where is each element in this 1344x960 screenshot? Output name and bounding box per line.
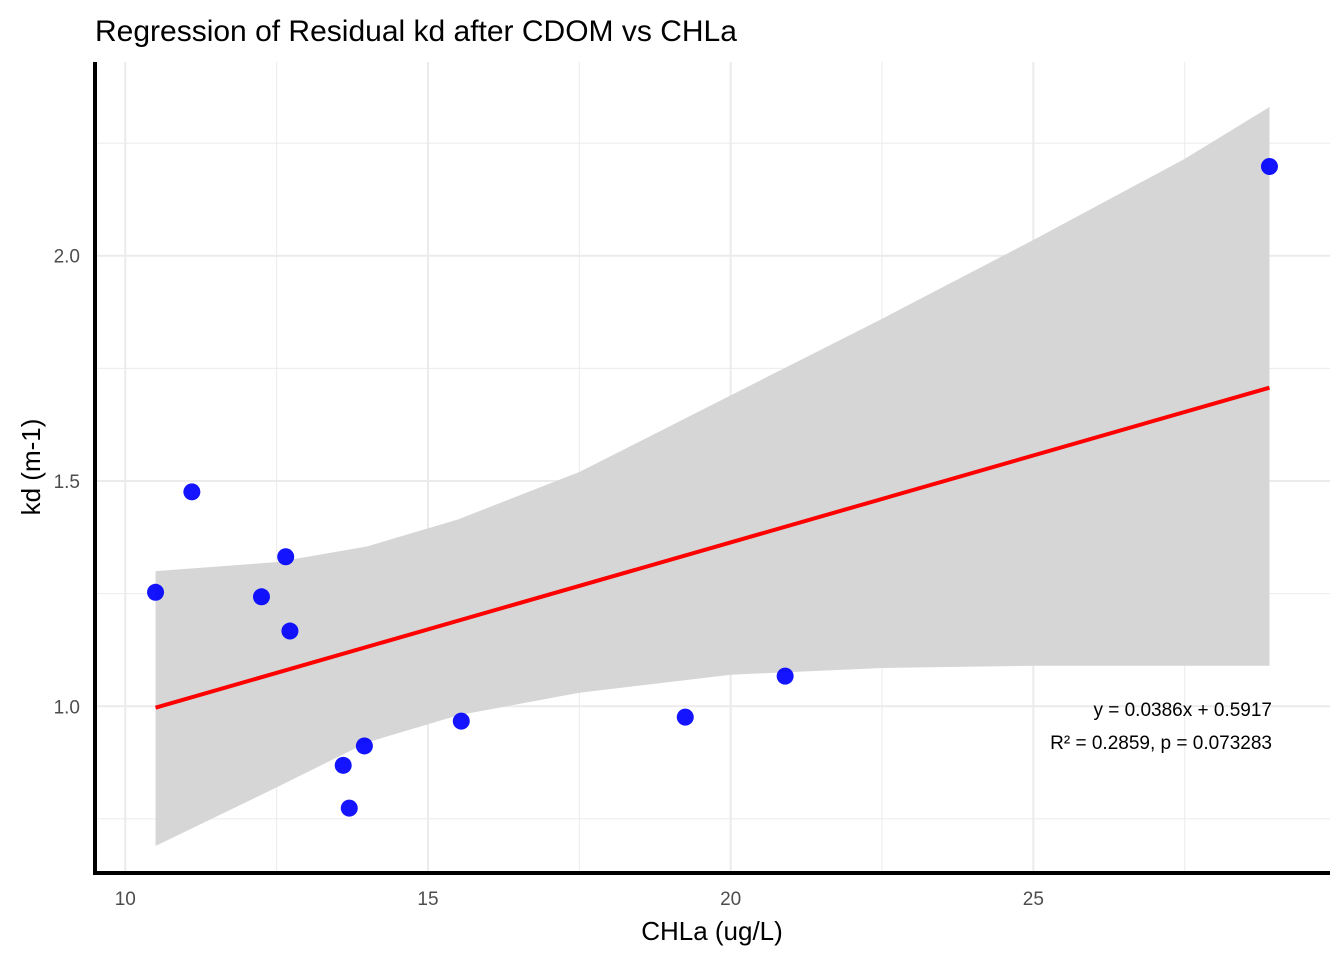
x-tick-label-3: 25 (1023, 889, 1044, 910)
x-tick-label-1: 15 (417, 889, 438, 910)
data-point-7 (355, 737, 373, 755)
r-squared-p-value-label: R² = 0.2859, p = 0.073283 (1050, 733, 1272, 754)
data-point-5 (334, 756, 352, 774)
data-point-10 (776, 667, 794, 685)
data-point-3 (277, 548, 295, 566)
data-point-6 (340, 799, 358, 817)
data-point-0 (147, 583, 165, 601)
confidence-band (155, 107, 1270, 846)
regression-fit-line (154, 385, 1271, 710)
x-tick-label-2: 20 (720, 889, 741, 910)
chart-title: Regression of Residual kd after CDOM vs … (95, 15, 737, 48)
data-point-2 (252, 588, 270, 606)
x-axis-title: CHLa (ug/L) (641, 916, 783, 946)
x-tick-labels: 10 15 20 25 (115, 889, 1044, 910)
data-point-9 (676, 708, 694, 726)
confidence-band-layer (155, 107, 1270, 846)
y-tick-labels: 1.0 1.5 2.0 (54, 247, 80, 719)
data-point-11 (1260, 158, 1278, 176)
data-points-layer (147, 158, 1278, 817)
data-point-1 (183, 483, 201, 501)
y-axis-title: kd (m-1) (16, 419, 46, 516)
regression-equation-label: y = 0.0386x + 0.5917 (1093, 700, 1272, 721)
data-point-8 (452, 712, 470, 730)
data-point-4 (281, 622, 299, 640)
y-tick-label-2: 2.0 (54, 247, 80, 268)
y-tick-label-0: 1.0 (54, 697, 80, 718)
fit-line-layer (154, 385, 1271, 710)
x-tick-label-0: 10 (115, 889, 136, 910)
y-tick-label-1: 1.5 (54, 472, 80, 493)
